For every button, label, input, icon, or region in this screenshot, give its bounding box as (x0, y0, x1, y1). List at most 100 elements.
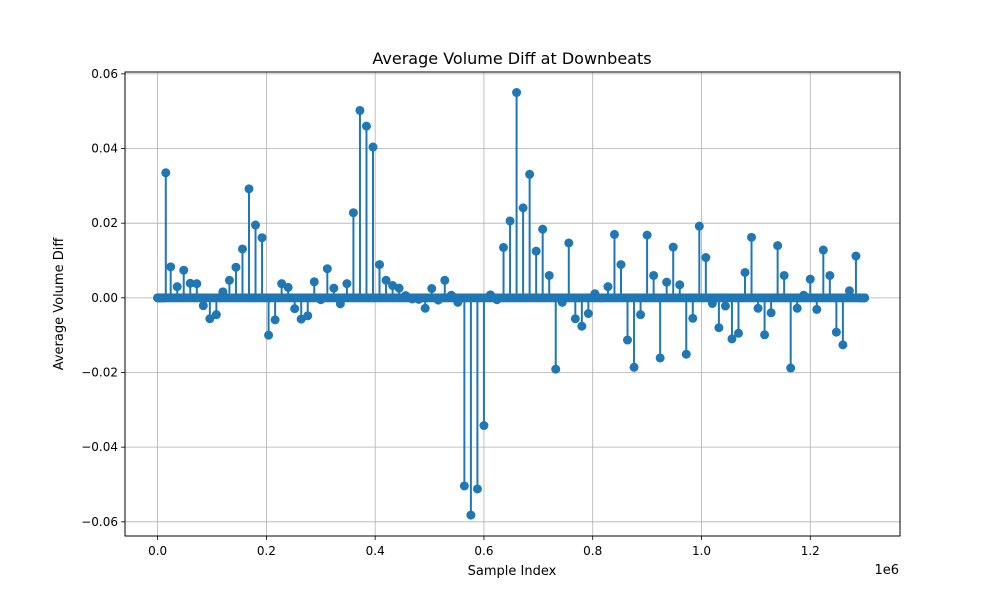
stem-marker (812, 304, 822, 314)
stem-marker (322, 264, 332, 274)
stem-marker (733, 328, 743, 338)
stem-marker (192, 279, 202, 289)
stem-marker (531, 246, 541, 256)
x-tick-label: 1.0 (692, 544, 711, 558)
stem-marker (290, 304, 300, 314)
stem-marker (551, 364, 561, 374)
stem-marker (270, 315, 280, 325)
x-tick-label: 0.4 (366, 544, 385, 558)
plot-frame (124, 71, 901, 537)
stem-marker (237, 244, 247, 254)
stem-marker (518, 203, 528, 213)
stem-marker (244, 184, 254, 194)
stem-marker (753, 303, 763, 313)
stem-marker (760, 330, 770, 340)
stem-marker (512, 88, 522, 98)
stem-marker (773, 241, 783, 251)
stem-marker (427, 284, 437, 294)
stem-marker (623, 335, 633, 345)
stem-marker (649, 270, 659, 280)
stem-marker (368, 142, 378, 152)
stem-marker (479, 421, 489, 431)
stem-marker (629, 362, 639, 372)
stem-marker (714, 323, 724, 333)
stem-marker (577, 321, 587, 331)
stem-marker (747, 232, 757, 242)
stem-marker (825, 270, 835, 280)
stem-marker (375, 260, 385, 270)
stem-marker (161, 168, 171, 178)
y-axis-ticks: 0.06 0.04 0.02 0.00 −0.02 −0.04 −0.06 (81, 67, 125, 529)
y-tick-label: 0.04 (91, 142, 118, 156)
stem-marker (662, 277, 672, 287)
stem-marker (381, 275, 391, 285)
x-tick-label: 0.8 (583, 544, 602, 558)
stem-marker (544, 270, 554, 280)
stem-marker (277, 279, 287, 289)
stem-marker (720, 301, 730, 311)
stem-marker (257, 233, 267, 243)
x-tick-label: 1.2 (801, 544, 820, 558)
stem-marker (766, 308, 776, 318)
x-tick-label: 0.6 (474, 544, 493, 558)
stem-marker (179, 265, 189, 275)
stem-marker (570, 314, 580, 324)
x-tick-label: 0.2 (257, 544, 276, 558)
stem-marker (538, 224, 548, 234)
stem-marker (283, 282, 293, 292)
stem-marker (466, 510, 476, 520)
stem-marker (420, 303, 430, 313)
stem-marker (844, 286, 854, 296)
stem-marker (224, 275, 234, 285)
y-tick-label: 0.00 (91, 291, 118, 305)
stem-marker (264, 330, 274, 340)
stem-marker (818, 245, 828, 255)
x-axis-label: Sample Index (468, 564, 557, 579)
stem-marker (459, 481, 469, 491)
stem-marker (583, 309, 593, 319)
y-axis-label: Average Volume Diff (52, 237, 67, 371)
stem-marker (499, 242, 509, 252)
stem-marker (309, 277, 319, 287)
stem-marker (805, 274, 815, 284)
stem-marker (838, 340, 848, 350)
stem-marker (342, 279, 352, 289)
stem-marker (779, 270, 789, 280)
stem-marker (440, 275, 450, 285)
stem-marker (361, 121, 371, 131)
stem-marker (185, 278, 195, 288)
stem-marker (355, 105, 365, 115)
y-tick-label: −0.06 (81, 515, 118, 529)
stem-marker (792, 303, 802, 313)
x-axis-offset-label: 1e6 (874, 563, 899, 578)
stem-marker (394, 283, 404, 293)
stem-marker (616, 260, 626, 270)
x-axis-ticks: 0.0 0.2 0.4 0.6 0.8 1.0 1.2 (148, 536, 820, 558)
stem-marker (740, 267, 750, 277)
stem-marker (198, 301, 208, 311)
stem-marker (211, 310, 221, 320)
stem-marker (609, 229, 619, 239)
stem-marker (564, 238, 574, 248)
stem-marker (701, 253, 711, 263)
chart-title: Average Volume Diff at Downbeats (372, 49, 651, 68)
stem-marker (505, 216, 515, 226)
y-tick-label: −0.04 (81, 440, 118, 454)
stem-marker (172, 282, 182, 292)
stem-marker (603, 282, 613, 292)
y-tick-label: −0.02 (81, 365, 118, 379)
stem-marker (231, 262, 241, 272)
stem-marker (655, 353, 665, 363)
markers (153, 88, 870, 520)
stem-marker (831, 327, 841, 337)
stem-marker (688, 313, 698, 323)
stem-marker (636, 310, 646, 320)
stem-marker (251, 220, 261, 230)
stem-marker (166, 262, 176, 272)
stem-marker (668, 242, 678, 252)
baseline-marker (860, 293, 870, 303)
stem-marker (205, 314, 215, 324)
stem-marker (675, 280, 685, 290)
stem-marker (472, 484, 482, 494)
stem-marker (727, 334, 737, 344)
